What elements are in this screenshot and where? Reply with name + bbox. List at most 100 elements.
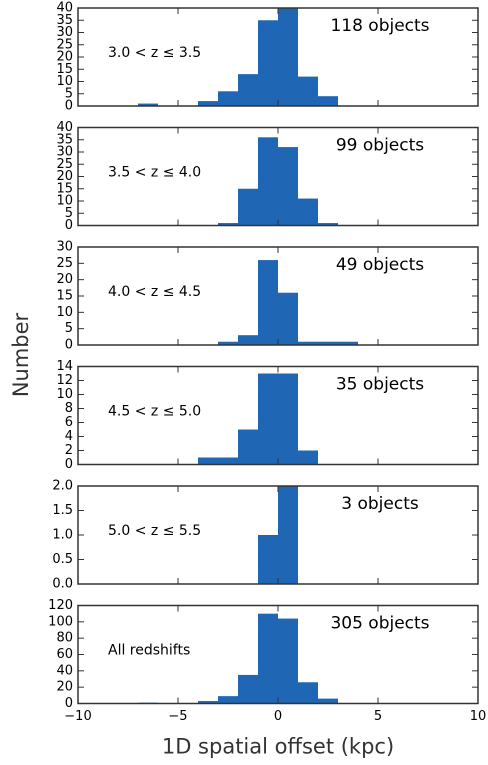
count-annotation: 99 objects [336, 136, 424, 156]
y-tick-label: 1.0 [52, 528, 73, 543]
redshift-annotation: 3.5 < z ≤ 4.0 [108, 165, 201, 181]
y-tick-label: 25 [56, 256, 73, 271]
y-tick-label: 10 [56, 194, 73, 209]
y-tick-label: 80 [56, 631, 73, 646]
y-tick-label: 8 [65, 401, 73, 416]
y-tick-label: 25 [56, 37, 73, 52]
bar [318, 223, 338, 226]
y-tick-label: 0.0 [52, 577, 73, 592]
y-tick-label: 0 [65, 457, 73, 472]
bar [258, 20, 278, 106]
y-tick-label: 40 [56, 663, 73, 678]
y-tick-label: 2 [65, 443, 73, 458]
y-tick-label: 12 [56, 373, 73, 388]
y-tick-label: 20 [56, 50, 73, 65]
count-annotation: 49 objects [336, 255, 424, 275]
y-tick-label: 40 [56, 1, 73, 16]
y-tick-label: 30 [56, 145, 73, 160]
redshift-annotation: 4.5 < z ≤ 5.0 [108, 404, 201, 420]
y-tick-label: 40 [56, 120, 73, 135]
y-tick-label: 0 [65, 218, 73, 233]
y-tick-label: 4 [65, 429, 73, 444]
bar [318, 341, 338, 345]
bar [318, 96, 338, 106]
x-tick-label: −5 [168, 709, 187, 724]
y-tick-label: 30 [56, 240, 73, 255]
y-tick-label: 5 [65, 86, 73, 101]
y-tick-label: 14 [56, 359, 73, 374]
bar [258, 535, 278, 584]
bar [238, 429, 258, 465]
y-tick-label: 20 [56, 680, 73, 695]
y-tick-label: 0 [65, 696, 73, 711]
bar [258, 373, 278, 465]
y-tick-label: 35 [56, 13, 73, 28]
count-annotation: 35 objects [336, 375, 424, 395]
y-tick-label: 20 [56, 272, 73, 287]
y-tick-label: 0.5 [52, 552, 73, 567]
y-tick-label: 25 [56, 157, 73, 172]
bar [238, 74, 258, 106]
bar [238, 674, 258, 704]
count-annotation: 3 objects [341, 494, 419, 514]
y-tick-label: 10 [56, 387, 73, 402]
redshift-annotation: 3.0 < z ≤ 3.5 [108, 45, 201, 61]
bar [198, 701, 218, 704]
bar [218, 223, 238, 226]
bar [298, 682, 318, 704]
bar [218, 341, 238, 345]
bar [278, 8, 298, 106]
y-tick-label: 6 [65, 415, 73, 430]
y-tick-label: 0 [65, 338, 73, 353]
bar [238, 188, 258, 226]
redshift-annotation: All redshifts [108, 643, 190, 659]
x-tick-label: 10 [470, 709, 487, 724]
bar [218, 91, 238, 106]
bar [198, 101, 218, 106]
y-tick-label: 60 [56, 647, 73, 662]
x-tick-label: 5 [374, 709, 382, 724]
bar [198, 457, 218, 465]
bar [278, 486, 298, 584]
redshift-annotation: 5.0 < z ≤ 5.5 [108, 523, 201, 539]
y-tick-label: 20 [56, 169, 73, 184]
y-tick-label: 5 [65, 206, 73, 221]
bar [258, 613, 278, 704]
bar [298, 341, 318, 345]
bar [338, 341, 358, 345]
bar [298, 450, 318, 465]
bar [278, 618, 298, 704]
y-tick-label: 5 [65, 321, 73, 336]
bar [258, 137, 278, 226]
redshift-annotation: 4.0 < z ≤ 4.5 [108, 284, 201, 300]
y-tick-label: 35 [56, 132, 73, 147]
bar [278, 292, 298, 345]
count-annotation: 305 objects [330, 614, 429, 634]
y-tick-label: 2.0 [52, 479, 73, 494]
y-tick-label: 10 [56, 305, 73, 320]
x-tick-label: −10 [64, 709, 91, 724]
bar [278, 147, 298, 226]
y-tick-label: 15 [56, 289, 73, 304]
bar [258, 260, 278, 345]
bar [318, 698, 338, 704]
bar [218, 457, 238, 465]
bar [298, 198, 318, 226]
y-tick-label: 15 [56, 62, 73, 77]
y-tick-label: 30 [56, 25, 73, 40]
y-tick-label: 0 [65, 99, 73, 114]
y-tick-label: 120 [48, 598, 73, 613]
y-tick-label: 100 [48, 614, 73, 629]
y-tick-label: 10 [56, 74, 73, 89]
y-tick-label: 1.5 [52, 503, 73, 518]
x-tick-label: 0 [274, 709, 282, 724]
bar [218, 696, 238, 704]
count-annotation: 118 objects [330, 16, 429, 36]
bar [278, 373, 298, 465]
bar [138, 103, 158, 106]
y-axis-label: Number [9, 312, 33, 397]
bar [298, 76, 318, 106]
bar [238, 335, 258, 345]
